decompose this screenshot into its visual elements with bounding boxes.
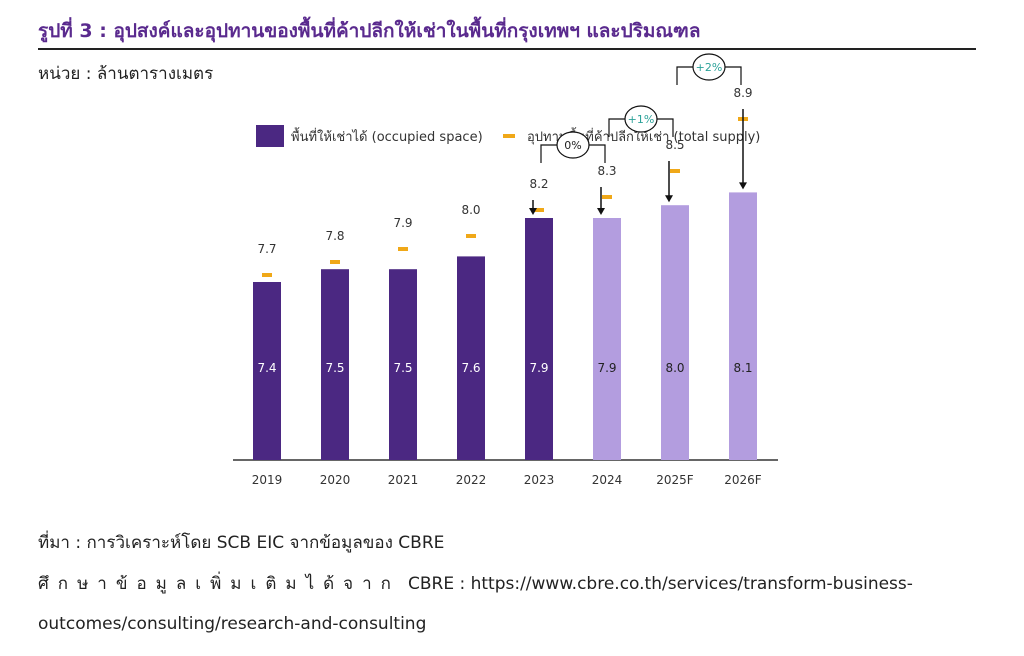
supply-marker-2022 <box>466 234 476 238</box>
growth-bracket-left <box>608 118 625 137</box>
bar-occupied-2019 <box>253 282 281 460</box>
bar-occupied-2024 <box>593 218 621 460</box>
supply-marker-2024 <box>602 195 612 199</box>
x-tick-label: 2026F <box>724 473 762 487</box>
title-divider <box>38 48 976 50</box>
growth-bracket-left <box>540 144 557 163</box>
bar-chart: พื้นที่ให้เช่าได้ (occupied space) อุปทา… <box>233 53 778 487</box>
bar-occupied-2021 <box>389 269 417 460</box>
supply-value-label: 8.3 <box>597 164 616 178</box>
growth-badge-label: +1% <box>628 113 655 126</box>
chart-title: รูปที่ 3 : อุปสงค์และอุปทานของพื้นที่ค้า… <box>38 20 701 42</box>
supply-marker-2019 <box>262 273 272 277</box>
supply-value-label: 8.2 <box>529 177 548 191</box>
bar-value-label: 8.1 <box>733 361 752 375</box>
bar-value-label: 7.4 <box>257 361 276 375</box>
bar-value-label: 7.9 <box>597 361 616 375</box>
growth-bracket-right <box>725 66 742 85</box>
supply-value-label: 7.9 <box>393 216 412 230</box>
plot-area: 7.4 2019 7.7 7.5 2020 7.8 7.5 2021 7.9 7.6 2022 8.0… <box>233 53 778 487</box>
growth-badge-circle <box>692 53 726 81</box>
unit-label: หน่วย : ล้านตารางเมตร <box>38 64 214 84</box>
arrow-down-icon <box>665 195 673 203</box>
supply-value-label: 8.5 <box>665 138 684 152</box>
x-tick-label: 2020 <box>320 473 351 487</box>
legend-swatch-occupied <box>256 125 284 147</box>
arrow-down-icon <box>529 208 537 215</box>
bar-occupied-2026f <box>729 192 757 460</box>
x-tick-label: 2021 <box>388 473 419 487</box>
legend-swatch-supply <box>503 134 515 138</box>
growth-badge-circle <box>556 131 590 159</box>
growth-bracket-right <box>589 144 606 163</box>
bar-occupied-2025f <box>661 205 689 460</box>
supply-marker-2025f <box>670 169 680 173</box>
x-tick-label: 2025F <box>656 473 694 487</box>
arrow-down-icon <box>739 182 747 190</box>
chart-legend: พื้นที่ให้เช่าได้ (occupied space) อุปทา… <box>256 125 760 147</box>
supply-marker-2023 <box>534 208 544 212</box>
bar-value-label: 7.5 <box>325 361 344 375</box>
bar-value-label: 7.6 <box>461 361 480 375</box>
supply-marker-2021 <box>398 247 408 251</box>
growth-badge-label: 0% <box>564 139 581 152</box>
growth-bracket-right <box>657 118 674 137</box>
bar-value-label: 7.5 <box>393 361 412 375</box>
x-tick-label: 2024 <box>592 473 623 487</box>
supply-value-label: 8.9 <box>733 86 752 100</box>
x-tick-label: 2023 <box>524 473 555 487</box>
growth-badge-label: +2% <box>696 61 723 74</box>
growth-badge-circle <box>624 105 658 133</box>
more-info-label: ศึกษาข้อมูลเพิ่มเติมได้จาก <box>38 574 400 594</box>
supply-value-label: 7.7 <box>257 242 276 256</box>
x-tick-label: 2022 <box>456 473 487 487</box>
bar-value-label: 8.0 <box>665 361 684 375</box>
bar-occupied-2022 <box>457 256 485 460</box>
source-note: ที่มา : การวิเคราะห์โดย SCB EIC จากข้อมู… <box>38 533 445 553</box>
more-info-line: ศึกษาข้อมูลเพิ่มเติมได้จาก CBRE : https:/… <box>38 570 913 597</box>
more-info-url: CBRE : https://www.cbre.co.th/services/t… <box>407 574 913 594</box>
bar-occupied-2020 <box>321 269 349 460</box>
supply-value-label: 7.8 <box>325 229 344 243</box>
growth-bracket-left <box>676 66 693 85</box>
bar-value-label: 7.9 <box>529 361 548 375</box>
more-info-url-continued: outcomes/consulting/research-and-consult… <box>38 614 427 634</box>
bar-occupied-2023 <box>525 218 553 460</box>
supply-marker-2020 <box>330 260 340 264</box>
arrow-down-icon <box>597 208 605 215</box>
supply-value-label: 8.0 <box>461 203 480 217</box>
x-tick-label: 2019 <box>252 473 283 487</box>
legend-label-occupied: พื้นที่ให้เช่าได้ (occupied space) <box>291 127 483 145</box>
